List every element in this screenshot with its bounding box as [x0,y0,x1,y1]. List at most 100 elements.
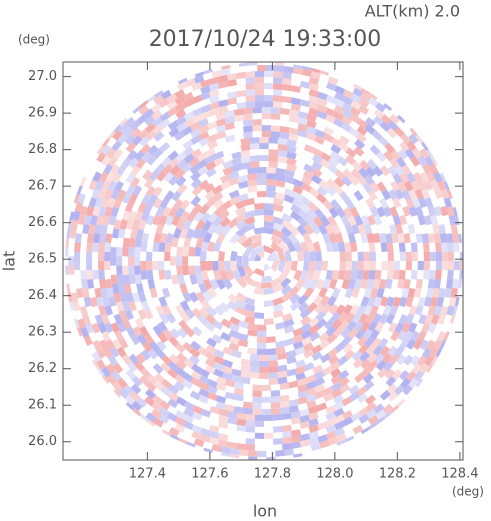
echo-cell [190,135,202,145]
echo-cell [122,265,129,276]
echo-cell [107,355,118,367]
echo-cell [231,269,242,281]
echo-field [65,62,463,460]
echo-cell [227,293,239,305]
echo-cell [303,261,310,272]
echo-cell [447,261,454,271]
echo-cell [415,278,423,289]
echo-cell [195,274,204,285]
echo-cell [244,303,255,312]
echo-cell [69,228,77,239]
echo-cell [347,232,356,243]
echo-cell [145,185,156,197]
echo-cell [408,377,419,389]
echo-cell [446,206,455,217]
echo-cell [159,197,170,209]
echo-cell [107,197,117,209]
echo-cell [249,143,260,150]
echo-cell [383,360,394,372]
echo-cell [391,233,399,244]
echo-cell [283,325,295,334]
echo-cell [256,191,267,198]
echo-cell [326,431,337,440]
echo-cell [358,104,370,115]
echo-cell [372,313,382,324]
echo-cell [166,312,177,324]
echo-cell [296,224,308,236]
echo-cell [88,224,96,235]
echo-cell [363,304,373,316]
echo-cell [266,167,277,174]
echo-cell [179,227,188,239]
echo-cell [254,414,264,421]
echo-cell [213,150,225,160]
echo-cell [264,300,275,307]
echo-cell [378,337,389,349]
echo-cell [264,245,276,254]
echo-cell [152,261,159,271]
echo-cell [363,251,370,261]
echo-cell [125,219,134,230]
echo-cell [366,352,378,364]
echo-cell [373,403,385,414]
echo-cell [323,392,335,403]
echo-cell [166,412,178,422]
echo-cell [256,330,267,337]
echo-cell [357,175,368,186]
echo-cell [101,180,111,191]
echo-cell [297,111,308,120]
echo-cell [165,232,174,244]
echo-cell [298,302,310,313]
echo-cell [162,328,173,340]
echo-cell [288,133,299,142]
echo-cell [325,269,334,281]
echo-cell [402,205,411,217]
echo-cell [413,370,425,382]
echo-cell [74,242,81,252]
echo-cell [213,270,222,281]
echo-cell [235,292,247,303]
echo-cell [385,376,397,387]
echo-cell [199,368,210,378]
echo-cell [74,233,82,243]
echo-cell [367,321,378,332]
echo-cell [288,109,299,117]
echo-cell [347,328,359,340]
echo-cell [309,331,321,342]
echo-cell [404,148,415,160]
echo-cell [310,223,321,235]
echo-cell [421,347,432,359]
echo-cell [305,132,317,142]
echo-cell [357,336,368,347]
echo-cell [209,278,219,290]
echo-cell [383,150,394,162]
altitude: ALT(km) 2.0 [365,2,460,21]
echo-cell [385,278,393,289]
echo-cell [270,390,281,397]
echo-cell [191,411,203,421]
echo-cell [106,374,117,385]
echo-cell [394,346,405,358]
echo-cell [117,377,128,389]
echo-cell [441,242,448,252]
echo-cell [286,151,297,160]
echo-cell [118,123,129,134]
echo-cell [286,241,297,253]
echo-cell [437,331,447,342]
echo-cell [213,368,225,378]
echo-cell [433,279,441,289]
echo-cell [178,319,189,331]
echo-cell [344,270,352,281]
echo-cell [360,321,371,333]
echo-cell [360,359,372,370]
echo-cell [166,93,178,104]
echo-cell [131,376,143,387]
echo-cell [152,148,164,159]
echo-cell [369,181,380,193]
echo-cell [266,348,277,355]
echo-cell [379,313,389,325]
echo-cell [344,349,356,361]
echo-cell [183,358,195,369]
echo-cell [158,214,168,226]
echo-cell [286,163,297,173]
